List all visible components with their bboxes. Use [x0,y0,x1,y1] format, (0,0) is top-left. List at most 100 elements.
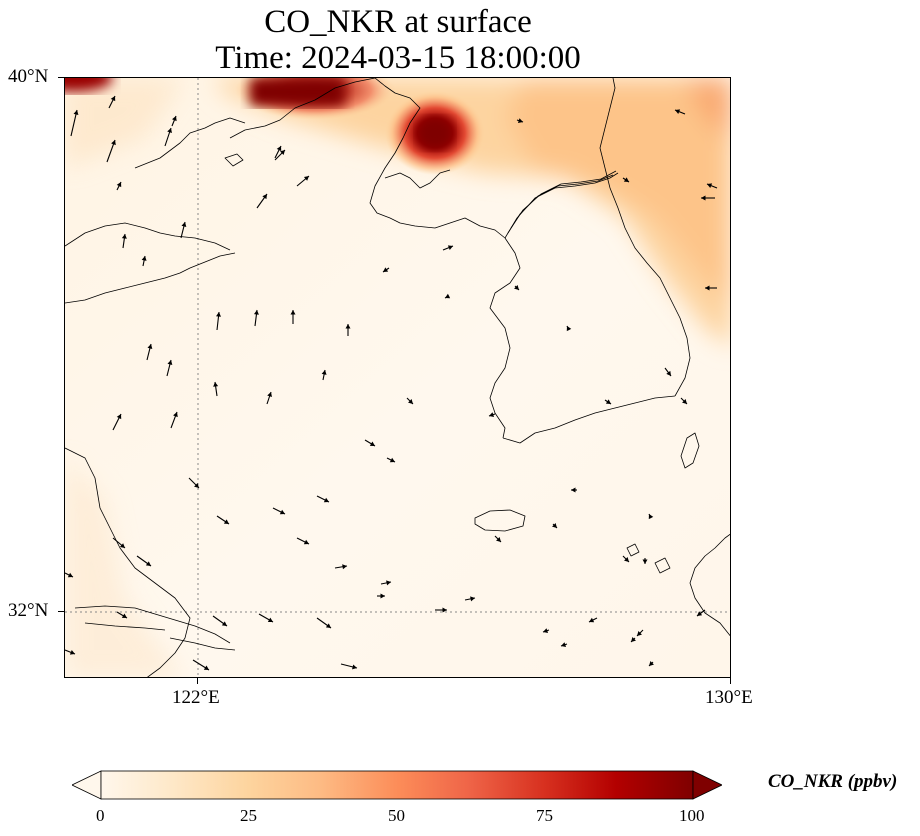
x-tick-label: 130°E [705,687,753,708]
colorbar-tick-label: 50 [388,806,405,825]
y-tick-mark-40 [58,77,64,78]
colorbar-tick-label: 25 [240,806,257,825]
x-tick-mark-130 [730,678,731,684]
wind-arrow [377,593,385,599]
colorbar-extend-min [71,770,102,800]
wind-arrow [316,617,332,629]
wind-arrow [216,515,230,525]
wind-arrow [258,613,274,623]
wind-vectors [65,95,718,671]
wind-arrow [334,564,348,570]
wind-arrow [340,663,358,670]
gridlines [65,78,730,677]
wind-arrow [588,617,598,623]
hotspot-pyongyang [385,91,485,175]
wind-arrow [256,193,268,209]
wind-arrow [435,607,447,613]
wind-arrow [701,195,715,201]
wind-arrow [121,233,127,249]
plot-title-line-1: CO_NKR at surface [264,4,532,40]
colorbar-tick-label: 75 [536,806,553,825]
wind-arrow [136,555,152,567]
wind-arrow [560,642,568,647]
wind-arrow [622,177,630,183]
wind-arrow [116,611,128,619]
wind-arrow [170,411,178,429]
wind-arrow [622,555,630,563]
wind-arrow [705,285,717,291]
wind-arrow [65,649,76,655]
wind-arrow [116,181,122,191]
wind-arrow [604,399,612,405]
wind-arrow [274,149,286,161]
wind-arrow [571,487,577,493]
x-tick-label: 122°E [172,687,220,708]
x-tick-mark-122 [197,678,198,684]
y-tick-mark-32 [58,611,64,612]
wind-arrow [171,115,177,127]
wind-arrow [216,311,221,331]
wind-arrow [253,309,259,327]
wind-arrow [164,127,172,147]
wind-arrow [494,535,502,543]
wind-arrow [112,537,126,549]
wind-arrow [213,381,219,397]
colorbar-tick-label: 100 [679,806,705,825]
wind-arrow [290,310,296,324]
wind-arrow [648,661,654,667]
wind-arrow [106,139,116,163]
wind-arrow [566,325,572,332]
colorbar-gradient [100,770,694,800]
wind-arrow [696,609,706,617]
plot-title-line-2: Time: 2024-03-15 18:00:00 [215,40,581,76]
wind-arrow [296,537,310,545]
wind-arrow [444,293,451,299]
wind-arrow [321,369,327,381]
colorbar-title: CO_NKR (ppbv) [768,771,898,792]
wind-arrow [70,109,79,137]
wind-arrow [516,118,524,123]
wind-arrow [488,412,496,417]
wind-arrow [108,95,116,109]
wind-arrow [648,513,654,520]
wind-arrow [636,629,644,637]
wind-arrow [266,391,272,405]
wind-arrow [180,221,187,239]
hotspot-north-central [235,78,395,120]
colorbar-tick-label: 0 [96,806,105,825]
wind-arrow [345,324,351,336]
hotspot-northwest-corner [65,78,113,92]
wind-arrow [316,495,330,503]
y-tick-label: 40°N [8,66,49,87]
wind-arrow [274,145,282,159]
concentration-band-west [65,78,185,677]
wind-arrow [141,255,147,267]
wind-arrow [192,659,210,671]
wind-arrow [296,175,310,187]
wind-arrow [552,523,558,529]
wind-arrow [272,507,286,515]
wind-arrow [664,367,672,377]
wind-arrow [112,413,122,431]
map-canvas [65,78,730,677]
concentration-band-north [215,78,730,347]
wind-arrow [674,109,686,115]
wind-arrow [212,615,228,627]
y-tick-label: 32°N [8,600,49,621]
wind-arrow [364,439,376,447]
wind-arrow [406,397,414,405]
colorbar [71,770,723,800]
wind-arrow [706,183,718,189]
wind-arrow [630,637,636,643]
wind-arrow [146,343,153,361]
wind-arrow [542,628,550,633]
wind-arrow [442,245,454,251]
wind-arrow [386,457,396,463]
wind-arrow [188,477,200,489]
map-panel [64,77,731,678]
coastlines [65,78,730,677]
wind-arrow [166,359,173,377]
wind-arrow [642,558,648,564]
wind-arrow [380,580,392,586]
wind-arrow [464,596,476,602]
